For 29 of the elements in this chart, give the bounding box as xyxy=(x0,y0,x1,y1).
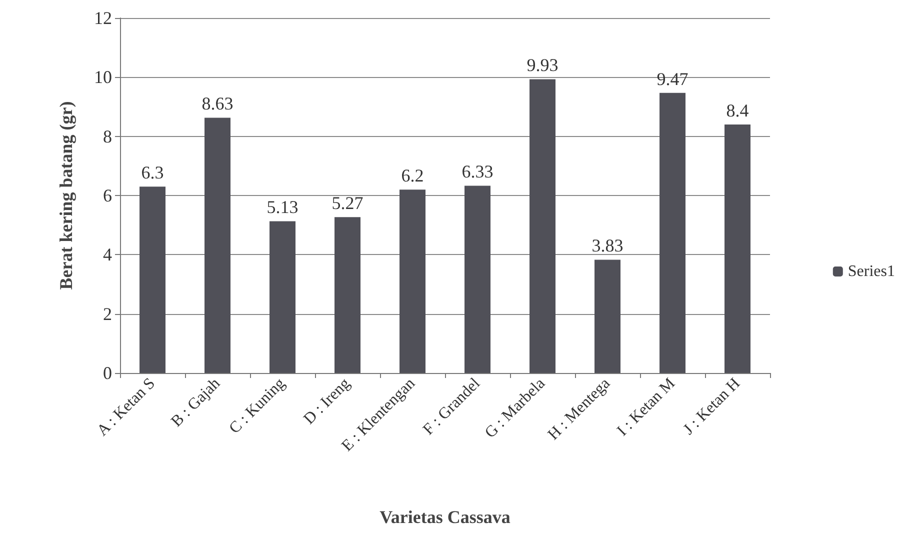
bar xyxy=(400,190,426,373)
y-tick-label: 0 xyxy=(103,363,112,383)
data-label: 6.3 xyxy=(141,162,164,183)
data-label: 3.83 xyxy=(592,236,624,256)
bar xyxy=(140,186,166,373)
y-tick-label: 6 xyxy=(103,186,112,206)
x-axis-title: Varietas Cassava xyxy=(380,507,510,527)
data-label: 5.27 xyxy=(332,193,364,214)
legend-label: Series1 xyxy=(848,263,896,280)
bar xyxy=(594,260,620,373)
bar xyxy=(660,92,686,373)
data-label: 6.33 xyxy=(462,162,494,182)
bar xyxy=(204,118,230,373)
data-label: 8.63 xyxy=(202,94,234,114)
y-tick-label: 12 xyxy=(94,8,112,28)
data-label: 8.4 xyxy=(726,100,749,120)
bar xyxy=(724,124,750,373)
y-axis-title: Berat kering batang (gr) xyxy=(56,101,76,290)
y-tick-label: 4 xyxy=(103,244,112,265)
bar xyxy=(464,186,490,373)
data-label: 9.93 xyxy=(526,55,558,76)
bar xyxy=(334,217,360,373)
y-tick-label: 10 xyxy=(94,67,112,88)
data-label: 6.2 xyxy=(401,166,424,186)
data-label: 5.13 xyxy=(266,197,298,218)
bar xyxy=(530,79,556,373)
bar xyxy=(270,221,296,373)
y-tick-label: 8 xyxy=(103,126,112,146)
y-tick-label: 2 xyxy=(103,304,112,324)
